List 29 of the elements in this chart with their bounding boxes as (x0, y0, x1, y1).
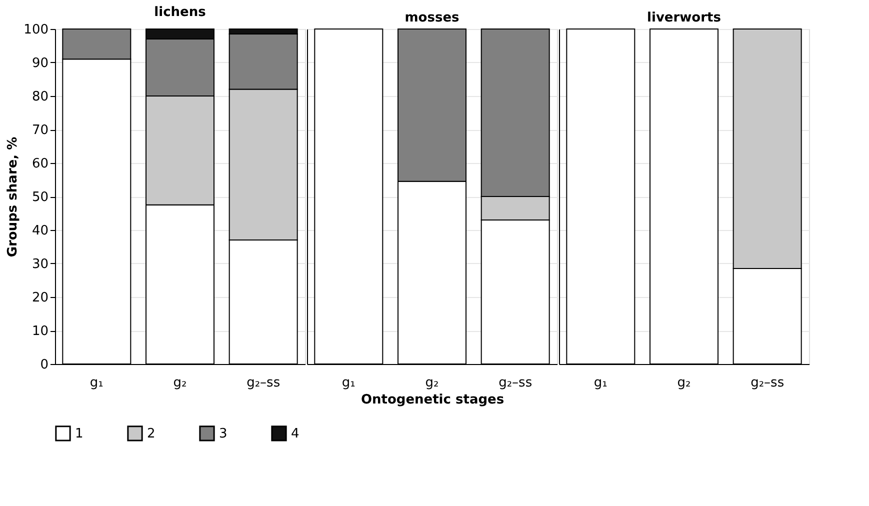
y-tick-label: 60 (32, 156, 48, 172)
chart-title: mosses (404, 10, 460, 26)
y-tick-label: 80 (32, 90, 48, 104)
chart-title: lichens (154, 5, 206, 20)
chart-title: liverworts (647, 10, 722, 26)
y-tick-label: 0 (40, 358, 48, 372)
y-tick-label: 40 (32, 224, 48, 238)
y-tick-label: 10 (32, 324, 48, 339)
x-tick-label: g₂ (425, 376, 439, 390)
legend-label: 2 (147, 426, 156, 442)
y-axis-title: Groups share, % (6, 136, 21, 258)
x-tick-label: g₂–ss (246, 376, 280, 390)
x-tick-label: g₂ (677, 376, 691, 390)
x-tick-label: g₁ (594, 376, 608, 390)
y-tick-label: 50 (32, 190, 48, 205)
y-tick-label: 90 (32, 56, 48, 71)
legend-label: 1 (75, 426, 84, 442)
x-tick-label: g₂ (173, 376, 187, 390)
legend-label: 4 (291, 426, 300, 442)
legend-label: 3 (219, 426, 228, 442)
x-axis-title: Ontogenetic stages (360, 392, 504, 408)
x-tick-label: g₂–ss (498, 376, 532, 390)
y-tick-label: 30 (32, 257, 48, 272)
y-tick-label: 70 (32, 123, 48, 138)
x-tick-label: g₂–ss (750, 376, 784, 390)
y-tick-label: 100 (24, 22, 48, 38)
y-tick-label: 20 (32, 290, 48, 306)
x-tick-label: g₁ (342, 376, 356, 390)
x-tick-label: g₁ (90, 376, 104, 390)
